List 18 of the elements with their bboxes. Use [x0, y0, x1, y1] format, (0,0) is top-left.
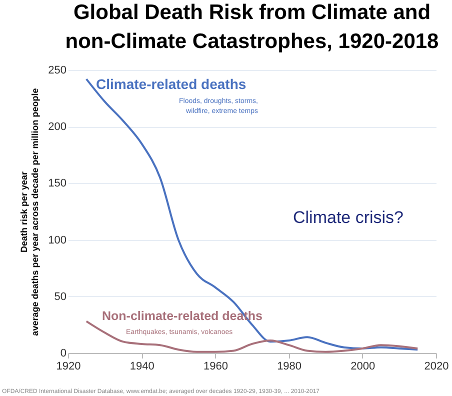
y-tick-label: 100 [48, 234, 66, 246]
x-tick-label: 1980 [277, 360, 302, 372]
x-tick-label: 2020 [424, 360, 449, 372]
line-series [85, 78, 419, 351]
x-tick-label: 2000 [350, 360, 376, 372]
y-tick-label: 250 [48, 64, 66, 76]
x-tick-label: 1960 [203, 360, 228, 372]
chart-title: Global Death Risk from Climate and non-Climate Catastrophes, 1920-2018 [65, 1, 440, 53]
y-tick-label: 50 [54, 290, 66, 303]
series-label: Climate-related deaths [96, 76, 246, 92]
y-tick-label: 200 [48, 121, 66, 134]
y-axis-title: Death risk per year average deaths per year across decade per million people [19, 88, 40, 336]
annotation: Climate crisis? [293, 208, 404, 227]
y-tick-label: 150 [48, 178, 66, 190]
x-tick-label: 1920 [56, 360, 81, 372]
line-series [85, 320, 419, 353]
y-tick-label: 0 [60, 348, 66, 360]
x-tick-label: 1940 [130, 360, 154, 372]
